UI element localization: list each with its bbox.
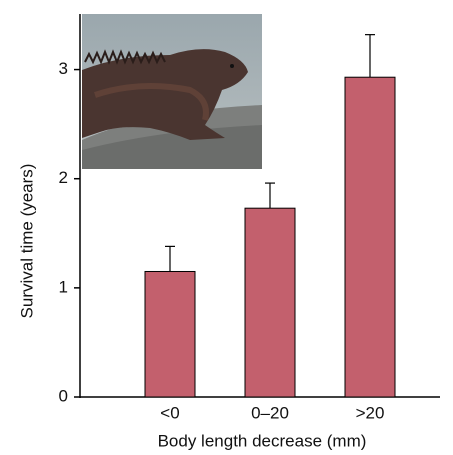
y-tick-label: 3 [59,59,68,78]
x-tick-label: <0 [160,403,179,422]
y-tick-label: 2 [59,168,68,187]
y-axis-label: Survival time (years) [17,164,36,319]
bar [144,270,196,398]
bar [244,207,296,398]
iguana-photo [82,14,262,169]
x-axis-label: Body length decrease (mm) [158,431,367,450]
x-tick-label: >20 [356,403,385,422]
x-tick-label: 0–20 [251,403,289,422]
bar [344,76,396,398]
y-tick-label: 1 [59,277,68,296]
y-tick-label: 0 [59,386,68,405]
